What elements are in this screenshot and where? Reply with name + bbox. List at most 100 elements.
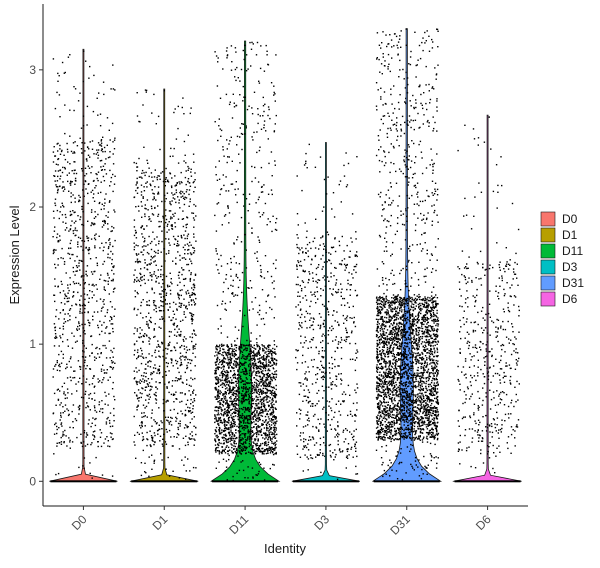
jitter-point	[251, 435, 254, 437]
jitter-point	[251, 399, 253, 401]
jitter-point	[246, 108, 249, 111]
jitter-point	[254, 439, 256, 442]
jitter-point	[307, 250, 309, 252]
jitter-point	[244, 434, 246, 437]
jitter-point	[214, 417, 216, 420]
jitter-point	[184, 413, 186, 416]
jitter-point	[241, 343, 243, 346]
jitter-point	[353, 316, 355, 319]
jitter-point	[156, 430, 159, 432]
jitter-point	[60, 337, 62, 339]
jitter-point	[82, 327, 84, 329]
jitter-point	[194, 293, 196, 296]
jitter-point	[177, 196, 179, 198]
jitter-point	[79, 365, 81, 368]
jitter-point	[233, 434, 235, 436]
jitter-point	[184, 444, 187, 447]
jitter-point	[305, 247, 307, 250]
jitter-point	[327, 342, 329, 345]
jitter-point	[111, 269, 113, 272]
jitter-point	[236, 66, 238, 69]
jitter-point	[155, 199, 157, 201]
jitter-point	[96, 288, 98, 290]
jitter-point	[54, 278, 56, 280]
jitter-point	[237, 364, 239, 366]
jitter-point	[216, 304, 219, 307]
jitter-point	[223, 430, 225, 432]
jitter-point	[224, 413, 226, 415]
jitter-point	[168, 250, 170, 252]
jitter-point	[238, 440, 241, 443]
jitter-point	[142, 196, 144, 198]
jitter-point	[306, 312, 309, 315]
jitter-point	[168, 335, 171, 338]
jitter-point	[267, 106, 270, 108]
jitter-point	[226, 445, 228, 447]
jitter-point	[214, 414, 216, 416]
jitter-point	[247, 393, 250, 396]
jitter-point	[215, 430, 217, 433]
jitter-point	[255, 432, 257, 434]
jitter-point	[223, 450, 225, 453]
jitter-point	[97, 192, 99, 194]
jitter-point	[241, 347, 243, 349]
jitter-point	[99, 247, 101, 249]
jitter-point	[219, 393, 221, 395]
jitter-point	[75, 220, 77, 222]
jitter-point	[265, 444, 268, 446]
jitter-point	[218, 400, 221, 402]
jitter-point	[193, 233, 195, 235]
jitter-point	[251, 227, 253, 229]
jitter-point	[189, 112, 191, 115]
jitter-point	[143, 381, 145, 383]
jitter-point	[137, 245, 139, 247]
jitter-point	[85, 390, 87, 393]
jitter-point	[325, 371, 327, 374]
jitter-point	[170, 278, 172, 280]
jitter-point	[164, 299, 166, 302]
jitter-point	[225, 274, 228, 276]
jitter-point	[114, 362, 116, 364]
jitter-point	[311, 457, 314, 460]
jitter-point	[195, 433, 197, 436]
jitter-point	[338, 323, 340, 326]
jitter-point	[256, 450, 258, 452]
jitter-point	[272, 373, 275, 376]
jitter-point	[69, 182, 71, 185]
jitter-point	[214, 214, 216, 217]
jitter-point	[266, 422, 269, 424]
jitter-point	[171, 228, 174, 230]
jitter-point	[91, 422, 93, 424]
jitter-point	[265, 419, 267, 421]
jitter-point	[193, 203, 195, 206]
jitter-point	[91, 189, 94, 192]
jitter-point	[221, 404, 224, 406]
jitter-point	[257, 420, 259, 423]
jitter-point	[83, 195, 85, 197]
jitter-point	[230, 431, 232, 433]
jitter-point	[265, 359, 267, 361]
jitter-point	[243, 367, 246, 369]
jitter-point	[176, 242, 179, 245]
jitter-point	[229, 354, 232, 356]
jitter-point	[348, 336, 350, 338]
jitter-point	[215, 467, 217, 469]
jitter-point	[232, 393, 234, 395]
jitter-point	[349, 256, 351, 258]
jitter-point	[102, 364, 104, 366]
jitter-point	[216, 434, 218, 437]
jitter-point	[215, 55, 218, 57]
jitter-point	[244, 233, 246, 236]
jitter-point	[78, 265, 80, 267]
jitter-point	[192, 181, 194, 184]
jitter-point	[176, 309, 178, 311]
jitter-point	[65, 222, 67, 224]
jitter-point	[268, 429, 271, 431]
jitter-point	[217, 446, 219, 449]
jitter-point	[90, 425, 92, 428]
jitter-point	[237, 236, 239, 238]
jitter-point	[95, 153, 97, 155]
jitter-point	[267, 345, 269, 348]
jitter-point	[100, 432, 103, 434]
jitter-point	[97, 149, 100, 151]
